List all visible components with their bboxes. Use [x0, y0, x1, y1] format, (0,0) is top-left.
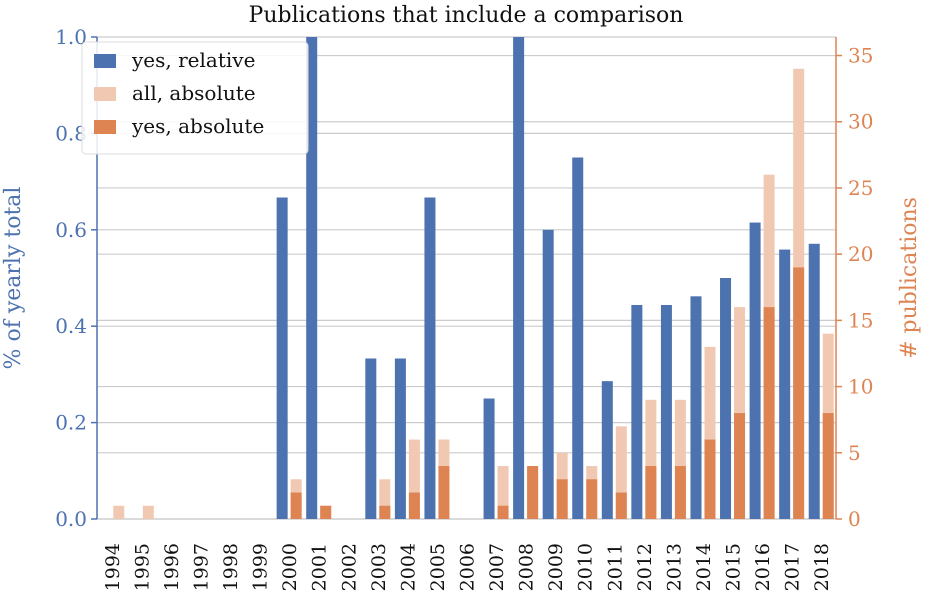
- bar-yes-relative: [572, 157, 584, 519]
- bar-yes-relative: [483, 398, 495, 519]
- bar-yes-relative: [394, 358, 406, 519]
- bar-all-absolute: [674, 399, 686, 519]
- x-tick-label: 1995: [131, 543, 153, 591]
- x-tick-label: 2009: [545, 543, 567, 591]
- bar-yes-absolute: [763, 307, 775, 519]
- bar-yes-absolute: [408, 492, 420, 519]
- bars: [113, 37, 834, 520]
- legend-label: yes, absolute: [131, 114, 264, 138]
- bar-yes-relative: [306, 37, 318, 519]
- bar-all-absolute: [497, 466, 509, 519]
- bar-yes-absolute: [320, 505, 332, 519]
- legend-label: yes, relative: [131, 48, 255, 72]
- right-tick-label: 15: [848, 308, 873, 332]
- bar-yes-relative: [720, 278, 732, 519]
- bar-yes-absolute: [822, 413, 834, 519]
- right-tick-label: 20: [848, 242, 873, 266]
- right-axis-ticks: 0 5 10 15 20 25 30 35: [836, 44, 873, 531]
- x-tick-label: 1998: [220, 543, 242, 591]
- bar-yes-relative: [276, 197, 288, 520]
- left-tick-label: 0.4: [55, 314, 87, 338]
- left-tick-label: 0.0: [55, 507, 87, 531]
- x-tick-label: 2008: [516, 543, 538, 591]
- bar-all-absolute: [645, 399, 657, 519]
- y-axis-label-left: % of yearly total: [1, 187, 26, 370]
- x-tick-label: 2017: [782, 543, 804, 591]
- bar-all-absolute: [113, 505, 125, 519]
- bar-yes-absolute: [645, 466, 657, 519]
- x-tick-label: 2005: [427, 543, 449, 591]
- x-tick-label: 2016: [752, 543, 774, 591]
- right-tick-label: 0: [848, 507, 861, 531]
- left-tick-label: 0.6: [55, 218, 87, 242]
- right-tick-label: 10: [848, 375, 873, 399]
- bar-yes-relative: [513, 37, 525, 519]
- bar-yes-absolute: [527, 466, 539, 519]
- x-tick-label: 1997: [190, 543, 212, 591]
- bar-yes-absolute: [615, 492, 627, 519]
- legend-swatch: [94, 120, 116, 134]
- right-tick-label: 25: [848, 176, 873, 200]
- x-tick-label: 2002: [338, 543, 360, 591]
- bar-all-absolute: [615, 426, 627, 519]
- x-tick-label: 2011: [604, 543, 626, 591]
- x-tick-label: 2014: [693, 543, 715, 591]
- legend: yes, relative all, absolute yes, absolute: [81, 41, 309, 155]
- bar-yes-relative: [808, 243, 820, 519]
- bar-yes-relative: [601, 381, 613, 519]
- x-tick-label: 2006: [457, 543, 479, 591]
- bar-yes-absolute: [734, 413, 746, 519]
- bar-all-absolute: [379, 479, 391, 519]
- bar-yes-relative: [424, 197, 436, 520]
- x-tick-label: 2015: [723, 543, 745, 591]
- legend-label: all, absolute: [132, 81, 256, 105]
- chart-title: Publications that include a comparison: [249, 3, 684, 28]
- y-axis-label-right: # publications: [897, 197, 922, 359]
- grid-lines: [97, 36, 836, 520]
- bar-yes-relative: [779, 249, 791, 519]
- x-tick-label: 2010: [575, 543, 597, 591]
- right-tick-label: 30: [848, 110, 873, 134]
- legend-swatch: [94, 87, 116, 101]
- bar-yes-absolute: [586, 479, 598, 519]
- right-tick-label: 5: [848, 441, 861, 465]
- bar-yes-absolute: [674, 466, 686, 519]
- bar-yes-relative: [542, 229, 554, 520]
- x-tick-label: 2018: [811, 543, 833, 591]
- bar-yes-absolute: [793, 267, 805, 519]
- legend-box: [81, 41, 309, 155]
- bar-all-absolute: [408, 439, 420, 519]
- x-tick-label: 2001: [309, 543, 331, 591]
- x-axis-ticks: 1994 1995 1996 1997 1998 1999 2000 2001 2002 2003…: [102, 543, 833, 591]
- right-tick-label: 35: [848, 44, 873, 68]
- bar-yes-relative: [365, 358, 377, 519]
- bar-yes-absolute: [497, 505, 509, 519]
- bar-all-absolute: [704, 346, 716, 519]
- x-tick-label: 2013: [663, 543, 685, 591]
- bar-yes-relative: [660, 304, 672, 519]
- bar-yes-absolute: [379, 505, 391, 519]
- bar-all-absolute: [142, 505, 154, 519]
- bar-yes-absolute: [704, 439, 716, 519]
- x-tick-label: 2000: [279, 543, 301, 591]
- x-tick-label: 1994: [102, 543, 124, 591]
- left-axis-ticks: 0.00.20.40.60.81.0: [55, 25, 97, 531]
- left-tick-label: 0.2: [55, 411, 87, 435]
- x-tick-label: 2003: [368, 543, 390, 591]
- bar-yes-relative: [631, 304, 643, 519]
- bar-yes-absolute: [556, 479, 568, 519]
- x-tick-label: 2007: [486, 543, 508, 591]
- bar-yes-absolute: [290, 492, 302, 519]
- legend-swatch: [94, 54, 116, 68]
- x-tick-label: 1999: [250, 543, 272, 591]
- bar-yes-relative: [690, 296, 702, 519]
- x-tick-label: 1996: [161, 543, 183, 591]
- bar-yes-relative: [749, 222, 761, 519]
- x-tick-label: 2004: [397, 543, 419, 591]
- bar-yes-absolute: [438, 466, 450, 519]
- x-tick-label: 2012: [634, 543, 656, 591]
- bar-all-absolute: [734, 307, 746, 519]
